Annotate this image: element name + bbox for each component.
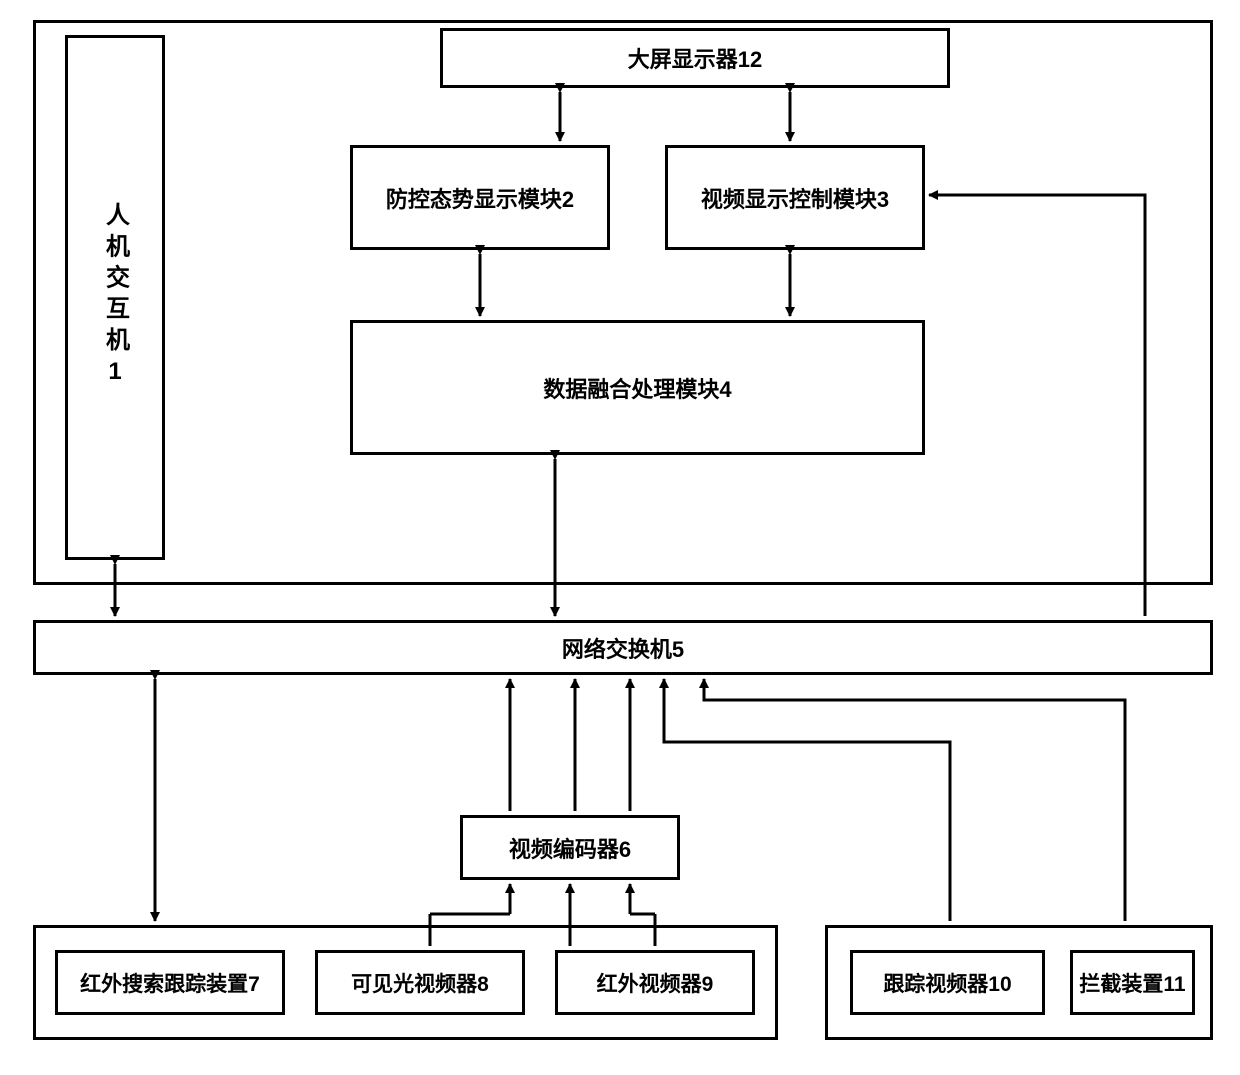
display-12-label: 大屏显示器12: [628, 42, 762, 74]
module-2-label: 防控态势显示模块2: [386, 182, 574, 214]
module-4-label: 数据融合处理模块4: [543, 372, 731, 404]
switch-5-label: 网络交换机5: [562, 632, 684, 664]
device-7-box: 红外搜索跟踪装置7: [55, 950, 285, 1015]
encoder-6-box: 视频编码器6: [460, 815, 680, 880]
module-3-box: 视频显示控制模块3: [665, 145, 925, 250]
module-2-box: 防控态势显示模块2: [350, 145, 610, 250]
hmi-label: 人机交互机1: [98, 202, 133, 392]
device-9-box: 红外视频器9: [555, 950, 755, 1015]
device-8-box: 可见光视频器8: [315, 950, 525, 1015]
device-10-box: 跟踪视频器10: [850, 950, 1045, 1015]
device-11-label: 拦截装置11: [1079, 968, 1185, 998]
device-9-label: 红外视频器9: [597, 968, 714, 998]
hmi-box: 人机交互机1: [65, 35, 165, 560]
device-10-label: 跟踪视频器10: [883, 968, 1011, 998]
switch-5-box: 网络交换机5: [33, 620, 1213, 675]
device-8-label: 可见光视频器8: [351, 968, 489, 998]
module-4-box: 数据融合处理模块4: [350, 320, 925, 455]
module-3-label: 视频显示控制模块3: [701, 182, 889, 214]
device-11-box: 拦截装置11: [1070, 950, 1195, 1015]
display-12-box: 大屏显示器12: [440, 28, 950, 88]
encoder-6-label: 视频编码器6: [509, 832, 631, 864]
top-container: [33, 20, 1213, 585]
device-7-label: 红外搜索跟踪装置7: [80, 968, 260, 998]
